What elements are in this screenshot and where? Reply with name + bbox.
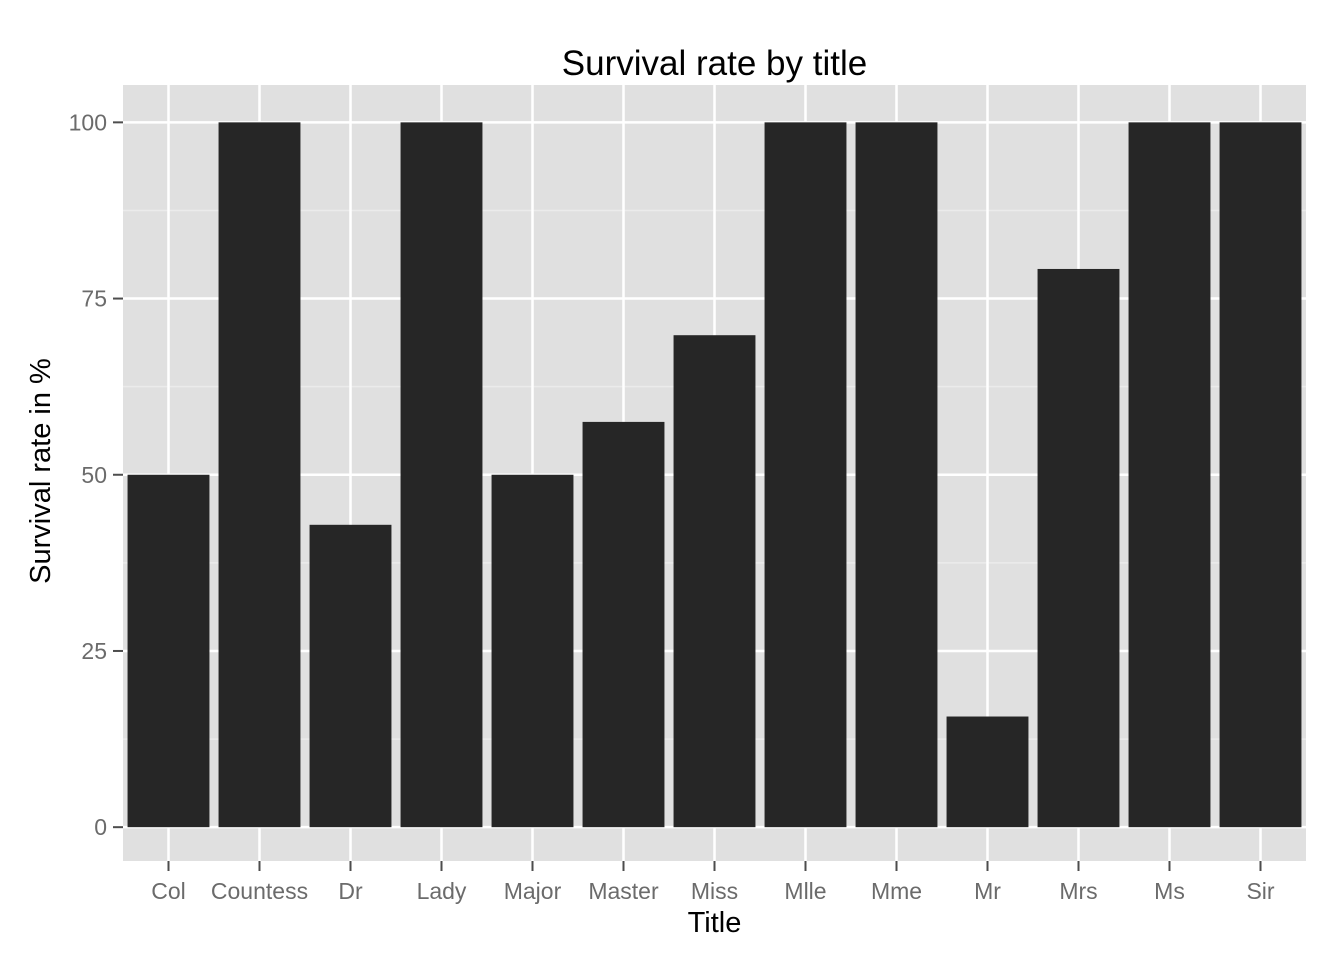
bar-miss	[673, 335, 756, 828]
x-tick-label: Countess	[211, 878, 308, 904]
y-tick-label: 25	[81, 638, 107, 664]
x-tick-label: Major	[504, 878, 562, 904]
x-tick-label: Mr	[974, 878, 1001, 904]
y-tick-label: 100	[69, 109, 107, 135]
bar-countess	[218, 122, 301, 828]
bar-mr	[946, 716, 1029, 828]
bar-master	[582, 421, 665, 828]
x-tick-label: Col	[151, 878, 186, 904]
x-tick-label: Dr	[338, 878, 363, 904]
x-tick-label: Sir	[1246, 878, 1274, 904]
x-tick-label: Mme	[871, 878, 922, 904]
x-tick-label: Miss	[691, 878, 738, 904]
x-tick-label: Ms	[1154, 878, 1185, 904]
bar-mlle	[764, 122, 847, 828]
x-tick-label: Mrs	[1059, 878, 1097, 904]
x-axis-title: Title	[688, 907, 742, 939]
y-axis-title: Survival rate in %	[25, 358, 57, 584]
bar-ms	[1128, 122, 1211, 828]
x-axis: Col Countess Dr Lady Major Master Miss Mlle Mme M…	[151, 861, 1275, 904]
y-axis: 0 25 50 75 100	[69, 109, 123, 840]
bar-lady	[400, 122, 483, 828]
y-tick-label: 50	[81, 462, 107, 488]
bar-major	[491, 474, 574, 828]
bar-series	[127, 122, 1302, 828]
bar-sir	[1219, 122, 1302, 828]
bar-mrs	[1037, 268, 1120, 828]
y-tick-label: 75	[81, 286, 107, 312]
y-tick-label: 0	[94, 814, 107, 840]
x-tick-label: Mlle	[784, 878, 826, 904]
bar-dr	[309, 524, 392, 828]
x-tick-label: Lady	[417, 878, 467, 904]
chart-title: Survival rate by title	[562, 44, 867, 83]
x-tick-label: Master	[588, 878, 659, 904]
bar-mme	[855, 122, 938, 828]
bar-col	[127, 474, 210, 828]
